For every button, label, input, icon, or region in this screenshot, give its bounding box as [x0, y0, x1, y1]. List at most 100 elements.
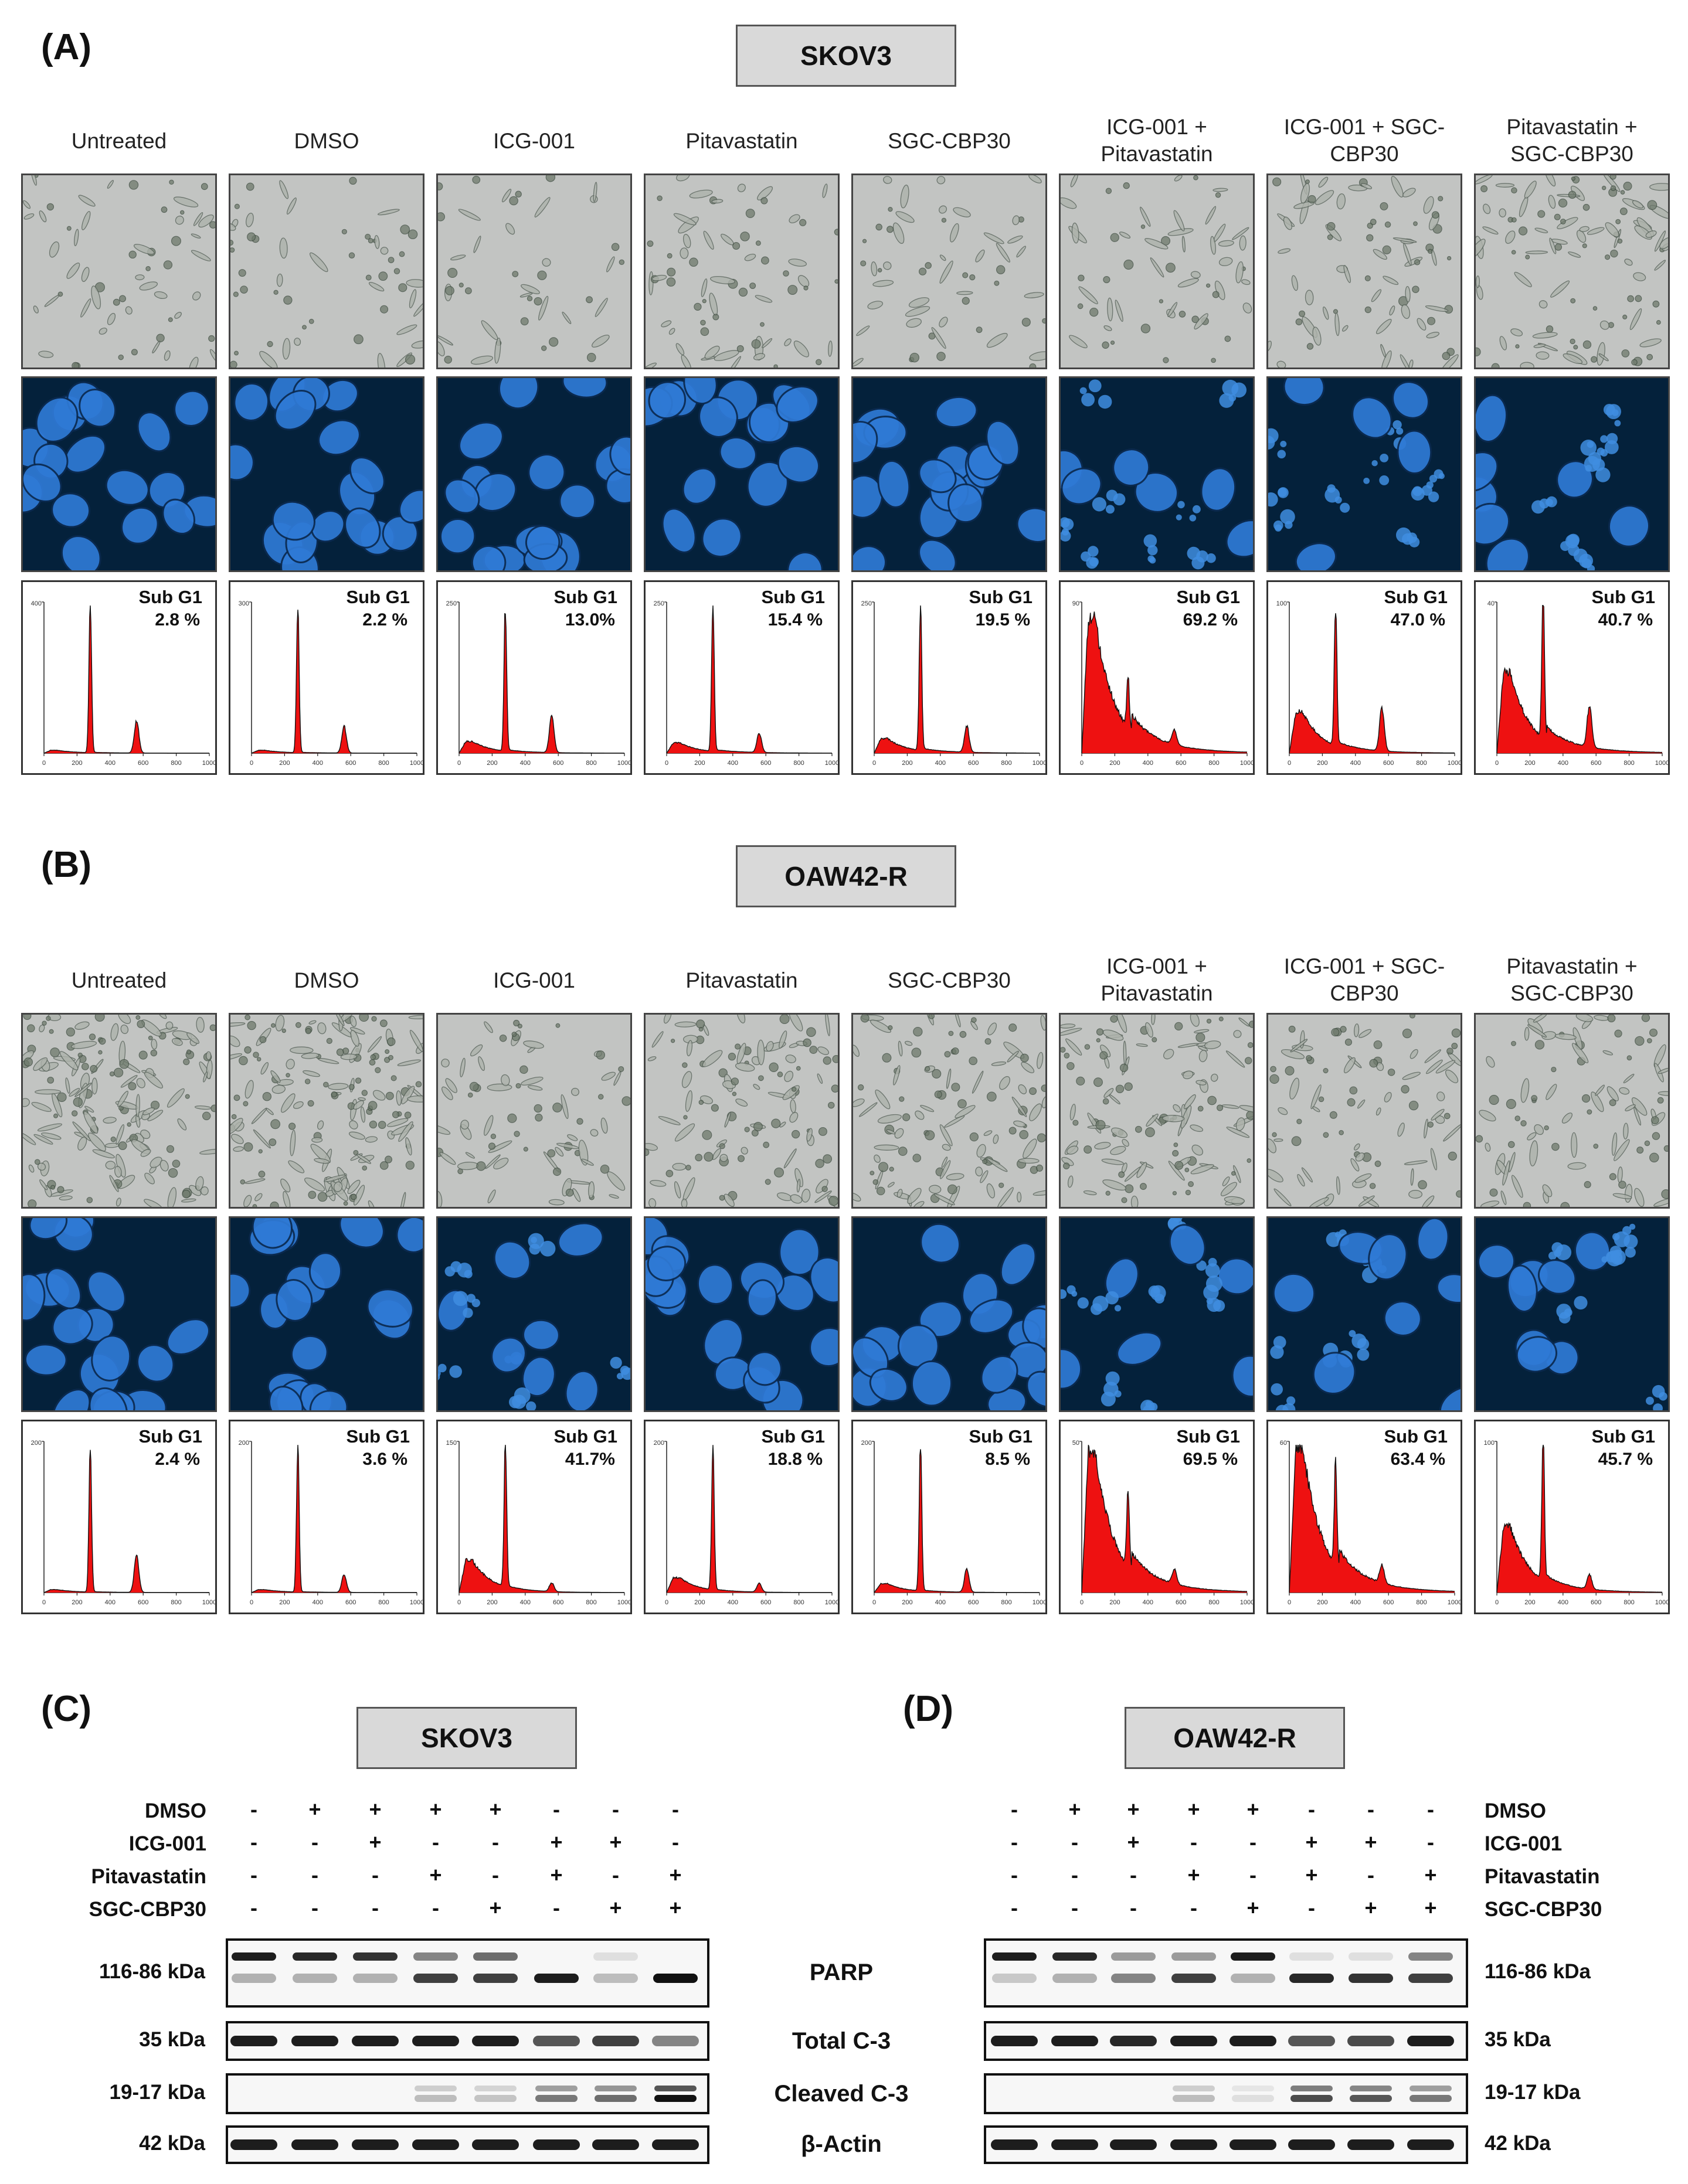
cell-shape [1605, 254, 1611, 260]
cell-shape [107, 179, 114, 189]
cell-shape [349, 1015, 357, 1028]
cell-shape [353, 1185, 365, 1206]
cell-shape [1570, 338, 1575, 345]
cell-shape [1197, 1105, 1204, 1112]
cell-shape [939, 205, 947, 214]
cell-shape [785, 1054, 796, 1063]
nucleus [918, 539, 957, 570]
cell-shape [350, 1029, 360, 1047]
cell-shape [1217, 1104, 1224, 1111]
cell-shape [393, 268, 400, 274]
cell-shape [646, 1143, 658, 1151]
cell-shape [1617, 239, 1623, 244]
cell-shape [1247, 1042, 1253, 1048]
cell-shape [941, 1156, 948, 1168]
cell-shape [971, 1017, 977, 1023]
cell-shape [828, 341, 833, 357]
cell-shape [1233, 1165, 1241, 1183]
cell-shape [450, 254, 466, 261]
x-tick-label: 600 [553, 760, 563, 767]
nucleus-fragment [1578, 553, 1594, 568]
nucleus-fragment [526, 1401, 536, 1410]
nucleus [682, 467, 718, 505]
band [230, 2036, 277, 2046]
cell-shape [823, 1056, 831, 1065]
cell-shape [939, 1124, 953, 1147]
band [1288, 2036, 1335, 2046]
band [473, 1952, 518, 1961]
x-tick-label: 1000 [1240, 760, 1253, 767]
blot-strip [226, 2073, 709, 2114]
nucleus [274, 390, 317, 431]
nucleus-fragment [444, 1266, 456, 1277]
nuclear-stain-image [21, 1216, 217, 1412]
cell-shape [398, 283, 407, 292]
cell-shape [1191, 315, 1200, 324]
cell-shape [878, 1162, 889, 1172]
band [1349, 1974, 1393, 1983]
cell-shape [28, 1164, 35, 1173]
brightfield-image [851, 1013, 1047, 1209]
cell-shape [1029, 351, 1045, 361]
cell-shape [1285, 1066, 1295, 1076]
cell-shape [177, 1118, 187, 1131]
cell-shape [925, 1130, 935, 1141]
nucleus-fragment [1595, 467, 1611, 482]
cell-shape [896, 1189, 903, 1198]
cell-shape [167, 1187, 177, 1207]
cell-shape [288, 1160, 305, 1173]
nucleus-fragment [1585, 465, 1592, 472]
cell-shape [821, 1186, 828, 1192]
band [1231, 1952, 1275, 1961]
cell-shape [1094, 1142, 1111, 1150]
brightfield-image [1474, 1013, 1670, 1209]
x-tick-label: 0 [1080, 1599, 1084, 1606]
cell-shape [281, 1093, 296, 1113]
cell-shape [871, 261, 878, 277]
x-tick-label: 0 [457, 760, 461, 767]
cell-shape [1008, 1023, 1017, 1032]
cell-shape [86, 1197, 93, 1203]
cell-shape [1291, 1136, 1302, 1147]
cell-shape [1495, 183, 1515, 188]
cell-shape [1136, 1043, 1148, 1047]
cell-shape [377, 353, 386, 368]
nucleus [1516, 1336, 1558, 1373]
nucleus [318, 419, 361, 456]
cell-shape [230, 240, 234, 246]
nucleus-fragment [1646, 1396, 1654, 1405]
cell-shape [1028, 175, 1042, 183]
treatment-sign: + [1247, 1797, 1259, 1821]
cell-shape [1619, 1087, 1630, 1095]
cell-shape [899, 1096, 905, 1102]
nucleus-fragment [1089, 557, 1099, 567]
nucleus [35, 396, 79, 443]
cell-shape [867, 301, 884, 309]
x-tick-label: 200 [279, 1599, 290, 1606]
cell-shape [447, 267, 458, 278]
cell-shape [359, 1015, 369, 1022]
cell-shape [1269, 1074, 1279, 1084]
nucleus [853, 474, 884, 519]
cell-shape [457, 1161, 479, 1171]
treatment-label: SGC-CBP30 [89, 1898, 206, 1921]
treatment-sign: - [672, 1797, 679, 1821]
cell-shape [1652, 300, 1660, 308]
cell-cycle-histogram: 0 200 400 600 800 1000 90 Sub G1 69.2 % [1059, 580, 1255, 775]
cell-shape [1312, 326, 1322, 346]
cell-shape [520, 317, 529, 326]
x-tick-label: 0 [665, 760, 668, 767]
cell-shape [1278, 248, 1291, 254]
cell-shape [898, 1040, 903, 1057]
cell-shape [1283, 216, 1292, 230]
band [593, 1952, 638, 1961]
cell-shape [1582, 243, 1587, 249]
cell-shape [598, 1094, 604, 1100]
treatment-sign: - [1071, 1830, 1078, 1854]
cell-shape [286, 1059, 295, 1070]
nucleus [396, 1218, 423, 1253]
cell-shape [1428, 249, 1433, 254]
sub-g1-title: Sub G1 [761, 1426, 825, 1447]
cell-shape [91, 1077, 98, 1095]
molecular-weight-label: 116-86 kDa [1485, 1960, 1591, 1983]
